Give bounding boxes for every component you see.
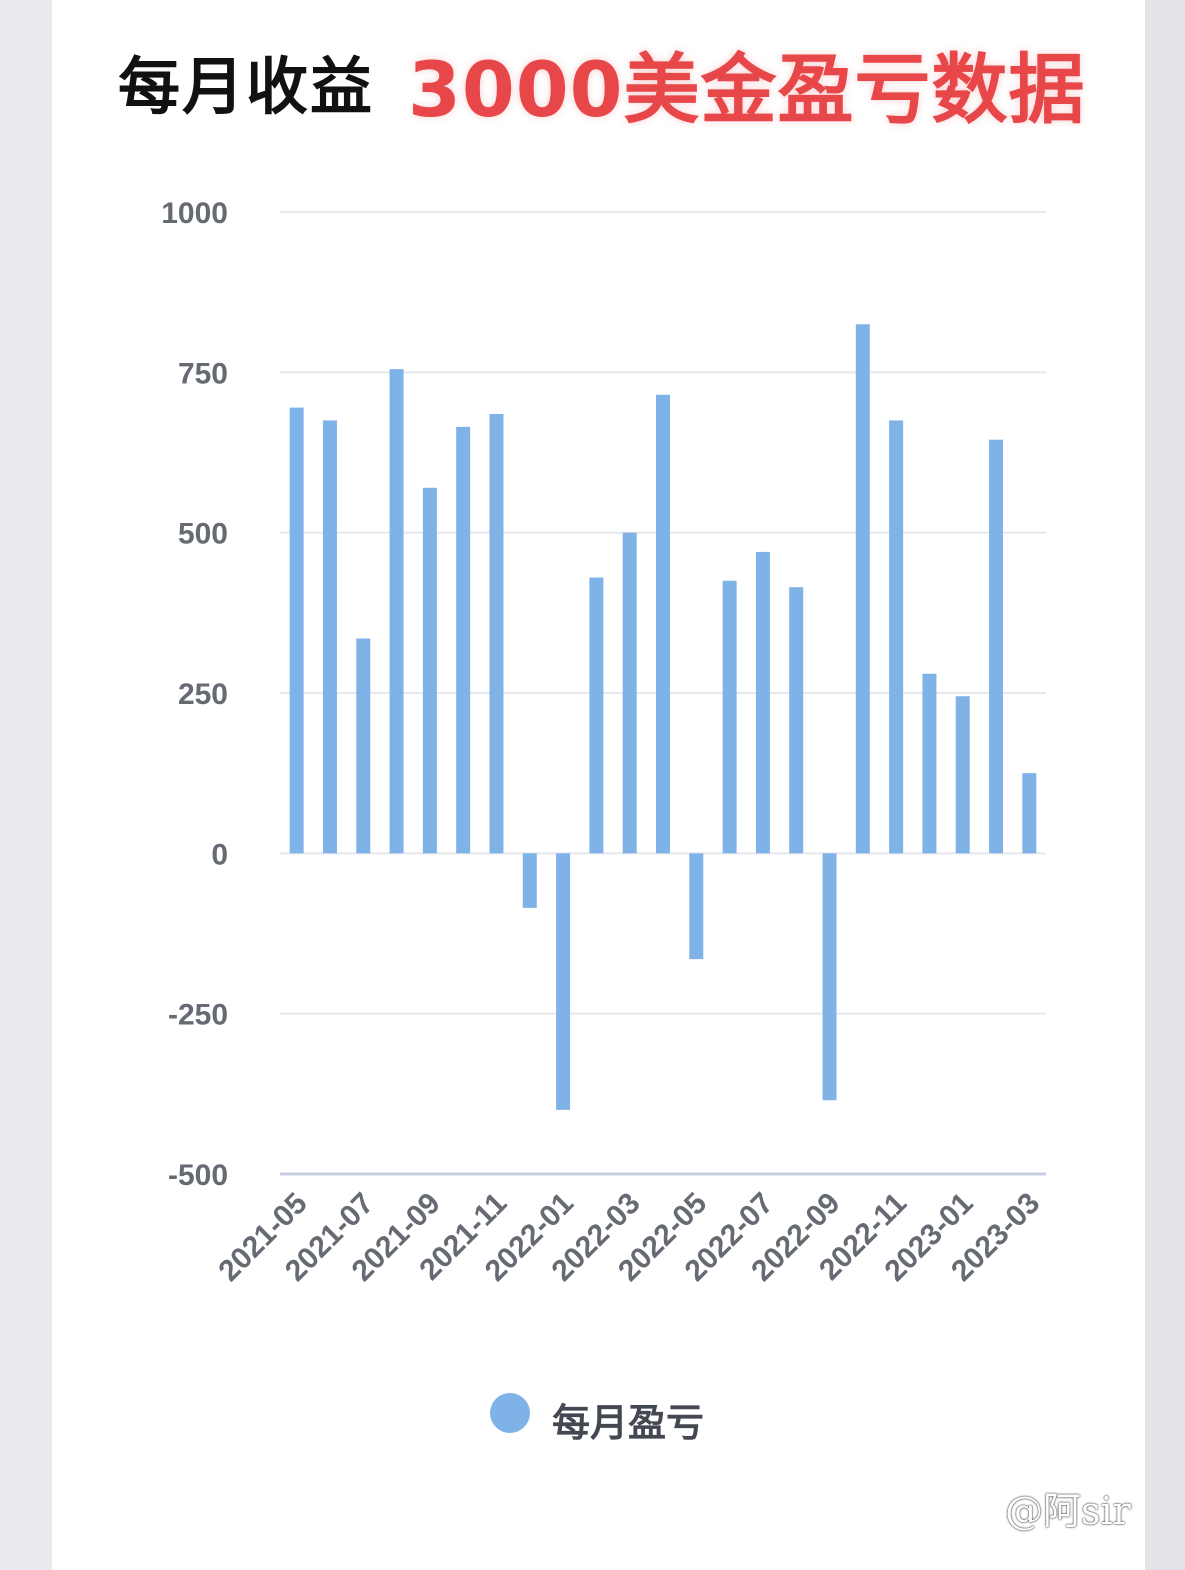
bar-2022-12[interactable]	[922, 673, 937, 854]
bar-2021-05[interactable]	[289, 407, 304, 854]
bar-2022-07[interactable]	[755, 551, 770, 854]
bar-series	[289, 324, 1037, 1110]
legend-label: 每月盈亏	[552, 1401, 705, 1445]
y-axis-tick-labels: 1000 750 500 250 0 -250 -500	[161, 197, 228, 1192]
bar-2023-02[interactable]	[989, 439, 1004, 854]
bar-2022-09[interactable]	[822, 853, 837, 1101]
bar-2022-01[interactable]	[556, 853, 571, 1110]
bar-2021-09[interactable]	[422, 487, 437, 854]
bar-2021-11[interactable]	[489, 414, 504, 854]
right-edge-strip	[1145, 0, 1185, 1570]
watermark: @阿sir	[1005, 1489, 1131, 1533]
bar-2022-06[interactable]	[722, 580, 737, 854]
bar-2021-10[interactable]	[456, 426, 471, 854]
bar-2022-04[interactable]	[656, 394, 670, 854]
bar-2021-08[interactable]	[389, 369, 404, 854]
bar-2022-11[interactable]	[889, 420, 904, 854]
y-tick-label: 750	[178, 357, 228, 390]
x-axis-tick-labels: 2021-052021-072021-092021-112022-012022-…	[212, 1187, 1046, 1288]
bar-2021-12[interactable]	[522, 853, 537, 908]
bar-2022-05[interactable]	[689, 853, 704, 960]
bar-2023-01[interactable]	[955, 696, 970, 854]
y-tick-label: 250	[178, 678, 228, 711]
y-tick-label: 0	[211, 838, 228, 871]
y-tick-label: 500	[178, 518, 228, 551]
bar-2021-06[interactable]	[322, 420, 337, 854]
chart-header: 每月收益 3000美金盈亏数据	[118, 22, 1118, 134]
bar-2021-07[interactable]	[356, 638, 371, 854]
y-tick-label: -250	[168, 999, 228, 1032]
bar-2022-08[interactable]	[789, 587, 804, 854]
bar-2022-03[interactable]	[622, 532, 637, 854]
bar-2022-10[interactable]	[855, 324, 870, 854]
y-tick-label: 1000	[161, 197, 228, 230]
bar-2022-02[interactable]	[589, 577, 604, 854]
title-left: 每月收益	[118, 50, 375, 123]
legend-marker	[490, 1393, 530, 1433]
title-right: 3000美金盈亏数据	[408, 45, 1086, 134]
y-tick-label: -500	[168, 1159, 228, 1192]
bar-2023-03[interactable]	[1022, 773, 1037, 854]
